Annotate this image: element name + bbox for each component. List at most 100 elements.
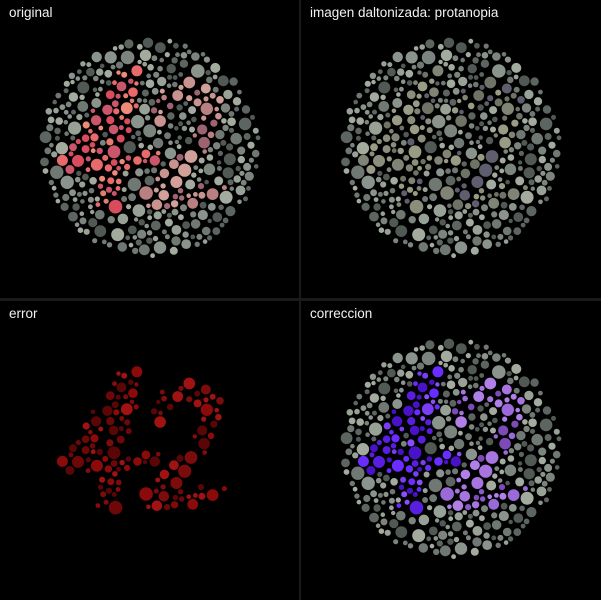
background-dot	[425, 39, 435, 49]
background-dot	[438, 530, 448, 540]
digit-dot	[146, 203, 151, 209]
background-dot	[452, 356, 459, 363]
background-dot	[513, 513, 524, 523]
background-dot	[383, 474, 390, 482]
digit-dot	[430, 399, 436, 405]
background-dot	[80, 61, 86, 67]
background-dot	[102, 131, 108, 138]
background-dot	[360, 104, 367, 110]
background-dot	[377, 492, 383, 498]
background-dot	[448, 365, 455, 372]
background-dot	[468, 123, 475, 129]
background-dot	[548, 141, 556, 149]
background-dot	[489, 106, 498, 115]
digit-dot	[417, 435, 426, 444]
background-dot	[408, 216, 416, 224]
digit-dot	[443, 459, 449, 465]
background-dot	[468, 112, 476, 120]
background-dot	[498, 510, 509, 522]
digit-dot	[460, 389, 466, 395]
background-dot	[111, 228, 125, 242]
background-dot	[452, 55, 459, 62]
digit-dot	[177, 188, 184, 194]
background-dot	[132, 204, 146, 217]
background-dot	[483, 522, 491, 530]
background-dot	[439, 219, 446, 226]
background-dot	[544, 162, 553, 171]
background-dot	[104, 51, 117, 64]
background-dot	[536, 466, 542, 473]
background-dot	[132, 235, 138, 240]
background-dot	[519, 204, 525, 211]
background-dot	[255, 135, 261, 141]
background-dot	[91, 98, 102, 108]
background-dot	[190, 211, 197, 218]
digit-dot	[480, 195, 486, 201]
background-dot	[189, 126, 195, 133]
digit-dot	[408, 145, 422, 159]
background-dot	[388, 196, 395, 203]
digit-dot	[456, 176, 462, 182]
digit-dot	[108, 199, 123, 214]
background-dot	[352, 486, 358, 492]
background-dot	[445, 223, 450, 229]
panel-protanopia: imagen daltonizada: protanopia	[301, 0, 600, 298]
background-dot	[112, 46, 118, 51]
background-dot	[233, 175, 241, 183]
background-dot	[424, 442, 437, 455]
background-dot	[400, 79, 406, 84]
digit-dot	[417, 371, 422, 376]
digit-dot	[477, 153, 485, 161]
digit-dot	[460, 168, 471, 179]
background-dot	[518, 451, 524, 457]
background-dot	[128, 242, 134, 248]
digit-dot	[452, 500, 464, 511]
background-dot	[500, 502, 508, 510]
digit-dot	[128, 78, 134, 84]
background-dot	[183, 101, 189, 106]
background-dot	[343, 469, 350, 475]
background-dot	[440, 404, 451, 416]
digit-dot	[131, 65, 143, 77]
background-dot	[468, 424, 475, 430]
background-dot	[151, 55, 158, 62]
digit-dot	[451, 107, 459, 114]
background-dot	[421, 50, 436, 65]
digit-dot	[200, 83, 211, 94]
digit-dot	[459, 109, 464, 115]
digit-dot	[123, 394, 129, 400]
digit-dot	[413, 80, 418, 86]
background-dot	[452, 87, 460, 95]
background-dot	[432, 416, 446, 430]
digit-dot	[155, 477, 161, 483]
background-dot	[352, 185, 358, 191]
digit-dot	[169, 159, 179, 170]
digit-dot	[103, 499, 109, 505]
digit-dot	[404, 499, 410, 505]
background-dot	[378, 382, 391, 395]
background-dot	[440, 80, 446, 86]
digit-dot	[429, 87, 439, 97]
background-dot	[465, 52, 471, 58]
background-dot	[87, 196, 94, 203]
digit-dot	[406, 186, 414, 193]
background-dot	[380, 512, 386, 517]
plate-error	[56, 366, 227, 515]
background-dot	[218, 204, 224, 211]
background-dot	[40, 157, 49, 167]
digit-dot	[142, 459, 148, 465]
background-dot	[505, 480, 510, 486]
background-dot	[380, 94, 386, 101]
digit-dot	[113, 108, 120, 115]
background-dot	[79, 181, 86, 188]
digit-dot	[454, 488, 460, 494]
background-dot	[361, 476, 375, 490]
background-dot	[121, 196, 128, 202]
background-dot	[433, 204, 447, 217]
background-dot	[534, 175, 542, 183]
background-dot	[384, 228, 391, 235]
background-dot	[356, 117, 364, 125]
background-dot	[219, 222, 225, 228]
background-dot	[501, 353, 507, 358]
